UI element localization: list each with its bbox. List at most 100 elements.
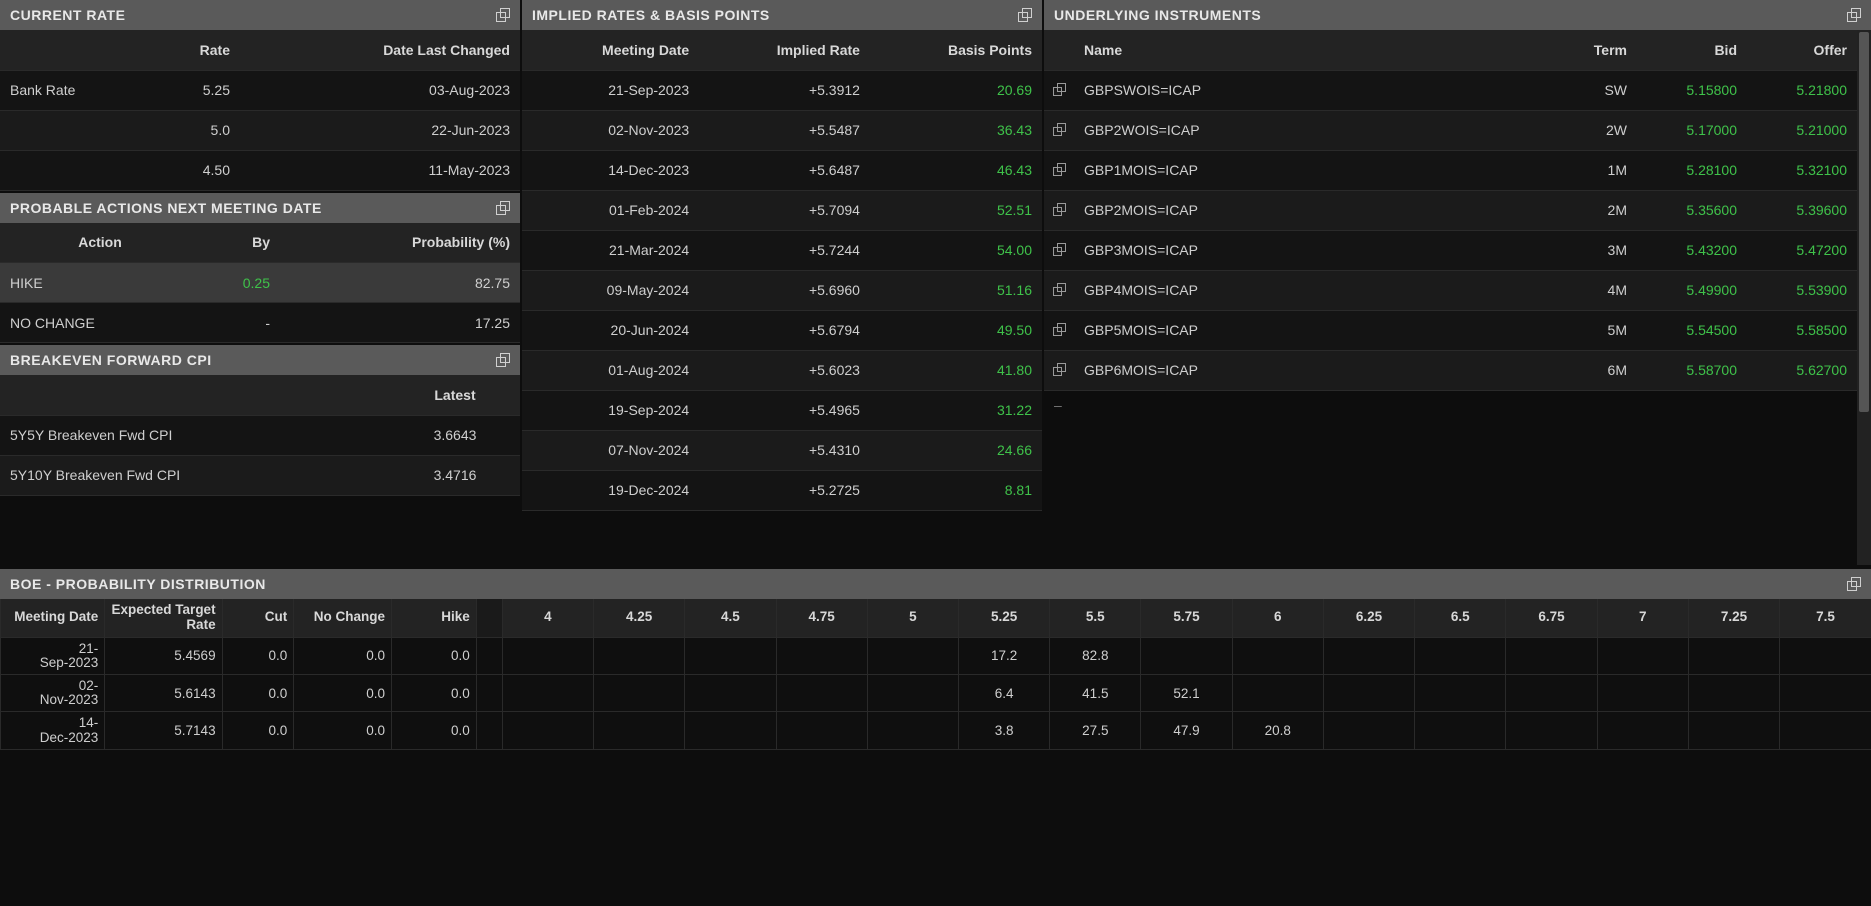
cell-bid: 5.15800 [1637, 70, 1747, 110]
cell-prob-value [1323, 675, 1414, 712]
table-row[interactable]: 01-Aug-2024 +5.6023 41.80 [522, 350, 1042, 390]
table-row[interactable]: NO CHANGE - 17.25 [0, 303, 520, 343]
popout-icon[interactable] [1847, 8, 1861, 22]
cell-name: GBP1MOIS=ICAP [1074, 150, 1567, 190]
cell-term: 2M [1567, 190, 1637, 230]
cell-prob-value [594, 675, 685, 712]
scrollbar[interactable] [1857, 30, 1871, 565]
cell-rate: +5.6794 [699, 310, 870, 350]
current-rate-table: Rate Date Last Changed Bank Rate 5.25 03… [0, 30, 520, 191]
table-row[interactable]: 01-Feb-2024 +5.7094 52.51 [522, 190, 1042, 230]
row-popout-icon[interactable] [1044, 270, 1074, 310]
row-popout-icon[interactable] [1044, 110, 1074, 150]
table-row[interactable]: 21-Mar-2024 +5.7244 54.00 [522, 230, 1042, 270]
cell-hike: 0.0 [392, 637, 477, 674]
col-expected: Expected Target Rate [105, 599, 222, 637]
cell-offer: 5.58500 [1747, 310, 1857, 350]
table-row[interactable]: GBP3MOIS=ICAP 3M 5.43200 5.47200 [1044, 230, 1857, 270]
scrollbar-thumb[interactable] [1859, 32, 1869, 412]
cell-bp: 41.80 [870, 350, 1042, 390]
table-row[interactable]: 5Y5Y Breakeven Fwd CPI 3.6643 [0, 415, 520, 455]
table-row[interactable]: 09-May-2024 +5.6960 51.16 [522, 270, 1042, 310]
cell-name: Bank Rate [0, 70, 150, 110]
cell-rate: +5.2725 [699, 470, 870, 510]
table-row[interactable]: 02-Nov-2023 5.6143 0.0 0.0 0.0 6.441.552… [1, 675, 1871, 712]
cell-bp: 8.81 [870, 470, 1042, 510]
col-date: Date Last Changed [240, 30, 520, 70]
table-row[interactable]: GBPSWOIS=ICAP SW 5.15800 5.21800 [1044, 70, 1857, 110]
cell-prob-value [1323, 712, 1414, 749]
cell-prob-value [1780, 637, 1871, 674]
popout-icon[interactable] [1847, 577, 1861, 591]
cell-prob-value [1597, 712, 1688, 749]
table-row[interactable]: 4.50 11-May-2023 [0, 150, 520, 190]
row-popout-icon[interactable] [1044, 230, 1074, 270]
popout-icon[interactable] [496, 353, 510, 367]
cell-prob: 17.25 [280, 303, 520, 343]
cell-prob-value: 41.5 [1050, 675, 1141, 712]
popout-icon[interactable] [1018, 8, 1032, 22]
col-rate: Implied Rate [699, 30, 870, 70]
cell-rate: +5.4965 [699, 390, 870, 430]
cell-rate: +5.5487 [699, 110, 870, 150]
col-rate-bucket: 7.25 [1688, 599, 1779, 637]
row-popout-icon[interactable] [1044, 70, 1074, 110]
cell-bp: 51.16 [870, 270, 1042, 310]
table-row[interactable]: 5.0 22-Jun-2023 [0, 110, 520, 150]
table-row[interactable]: 21-Sep-2023 +5.3912 20.69 [522, 70, 1042, 110]
table-row[interactable]: GBP5MOIS=ICAP 5M 5.54500 5.58500 [1044, 310, 1857, 350]
popout-icon[interactable] [496, 8, 510, 22]
col-rate-bucket: 4 [502, 599, 593, 637]
col-spacer [476, 599, 502, 637]
table-row[interactable]: 07-Nov-2024 +5.4310 24.66 [522, 430, 1042, 470]
popout-icon[interactable] [496, 201, 510, 215]
cell-offer: 5.53900 [1747, 270, 1857, 310]
table-row[interactable]: Bank Rate 5.25 03-Aug-2023 [0, 70, 520, 110]
col-hike: Hike [392, 599, 477, 637]
col-name: Name [1074, 30, 1567, 70]
current-rate-panel: CURRENT RATE Rate Date Last Changed Bank… [0, 0, 520, 191]
cell-prob-value [1688, 675, 1779, 712]
table-row[interactable]: GBP6MOIS=ICAP 6M 5.58700 5.62700 [1044, 350, 1857, 390]
cell-offer: 5.39600 [1747, 190, 1857, 230]
table-row[interactable]: GBP1MOIS=ICAP 1M 5.28100 5.32100 [1044, 150, 1857, 190]
col-rate-bucket: 7 [1597, 599, 1688, 637]
cell-rate: +5.7094 [699, 190, 870, 230]
cell-date: 19-Sep-2024 [522, 390, 699, 430]
cell-action: NO CHANGE [0, 303, 200, 343]
table-row[interactable]: GBP2WOIS=ICAP 2W 5.17000 5.21000 [1044, 110, 1857, 150]
table-row[interactable]: 19-Dec-2024 +5.2725 8.81 [522, 470, 1042, 510]
current-rate-title: CURRENT RATE [10, 7, 125, 23]
cell-bp: 31.22 [870, 390, 1042, 430]
col-rate-bucket: 4.75 [776, 599, 867, 637]
col-date: Meeting Date [522, 30, 699, 70]
cell-prob-value: 17.2 [958, 637, 1049, 674]
col-bid: Bid [1637, 30, 1747, 70]
cell-prob-value: 20.8 [1232, 712, 1323, 749]
cell-bp: 49.50 [870, 310, 1042, 350]
cell-name: GBP4MOIS=ICAP [1074, 270, 1567, 310]
table-row[interactable]: 20-Jun-2024 +5.6794 49.50 [522, 310, 1042, 350]
cell-prob-value [1323, 637, 1414, 674]
cell-offer: 5.21800 [1747, 70, 1857, 110]
table-row[interactable]: 14-Dec-2023 +5.6487 46.43 [522, 150, 1042, 190]
row-popout-icon[interactable] [1044, 350, 1074, 390]
table-row[interactable]: 19-Sep-2024 +5.4965 31.22 [522, 390, 1042, 430]
row-popout-icon[interactable] [1044, 190, 1074, 230]
table-row[interactable]: GBP4MOIS=ICAP 4M 5.49900 5.53900 [1044, 270, 1857, 310]
table-row[interactable]: 21-Sep-2023 5.4569 0.0 0.0 0.0 17.282.8 [1, 637, 1871, 674]
cell-date: 21-Mar-2024 [522, 230, 699, 270]
cell-by: - [200, 303, 280, 343]
table-row[interactable]: 5Y10Y Breakeven Fwd CPI 3.4716 [0, 455, 520, 495]
table-row[interactable]: 14-Dec-2023 5.7143 0.0 0.0 0.0 3.827.547… [1, 712, 1871, 749]
row-popout-icon[interactable] [1044, 150, 1074, 190]
cell-expected: 5.6143 [105, 675, 222, 712]
table-row[interactable]: 02-Nov-2023 +5.5487 36.43 [522, 110, 1042, 150]
table-row[interactable]: HIKE 0.25 82.75 [0, 263, 520, 303]
row-popout-icon[interactable] [1044, 310, 1074, 350]
cell-prob-value [1688, 712, 1779, 749]
cell-name: GBP2MOIS=ICAP [1074, 190, 1567, 230]
table-row[interactable]: GBP2MOIS=ICAP 2M 5.35600 5.39600 [1044, 190, 1857, 230]
cell-prob-value [1688, 637, 1779, 674]
cell-bp: 52.51 [870, 190, 1042, 230]
